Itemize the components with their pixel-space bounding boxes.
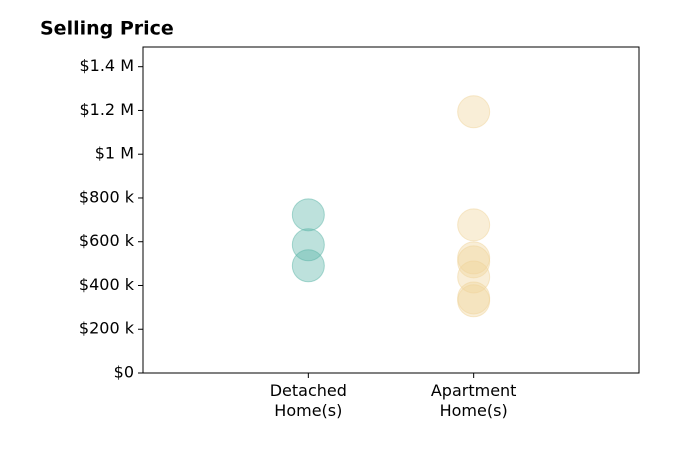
y-tick-label: $800 k [79,187,135,206]
point [291,249,325,283]
plot-frame [142,46,640,374]
point [457,95,491,129]
point [457,284,491,318]
point [457,260,491,294]
y-tick-label: $200 k [79,319,135,338]
y-tick-label: $1.4 M [79,56,134,75]
point [457,245,491,279]
y-tick-label: $400 k [79,275,135,294]
x-tick-label: Apartment Home(s) [430,381,517,420]
y-tick-label: $1.2 M [79,100,134,119]
y-tick-label: $1 M [95,144,134,163]
x-tick-label: Detached Home(s) [269,381,347,420]
point [457,208,491,242]
point [291,228,325,262]
chart-title: Selling Price [40,18,174,40]
y-tick-label: $600 k [79,231,135,250]
point [291,198,325,232]
y-tick-label: $0 [114,363,134,382]
